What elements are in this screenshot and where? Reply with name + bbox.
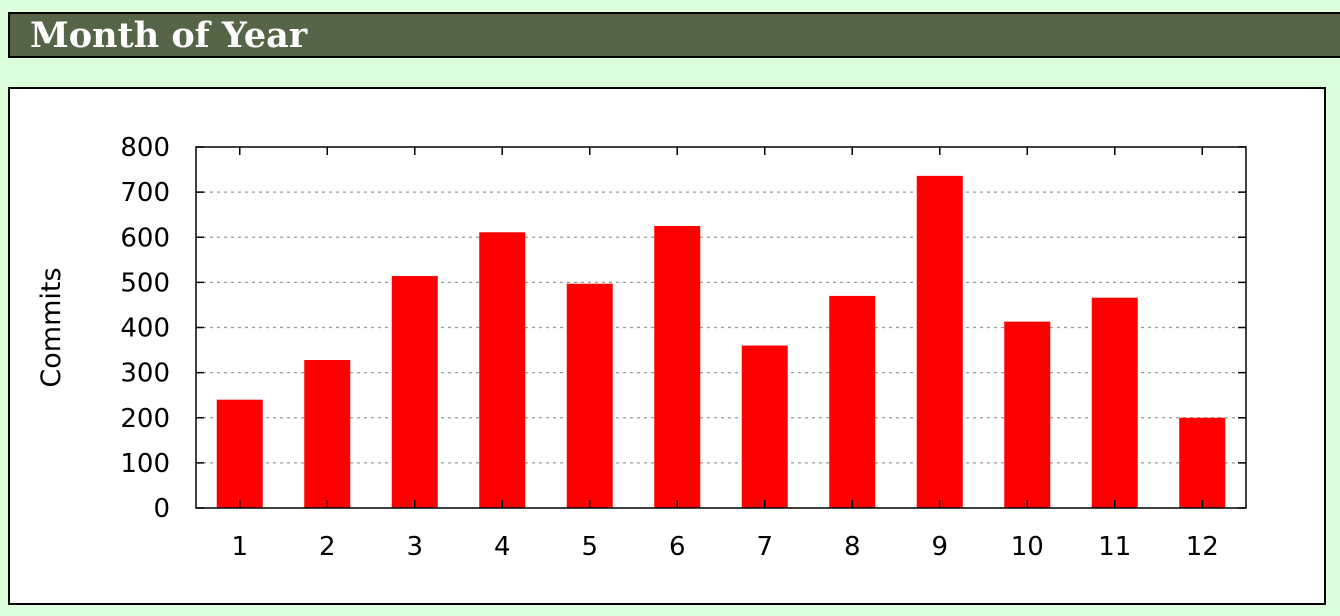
x-tick-label: 6 (669, 532, 686, 562)
bar-month-6 (654, 225, 701, 508)
bar-month-12 (1179, 417, 1226, 508)
y-tick-label: 100 (120, 449, 170, 479)
bar-month-4 (479, 232, 526, 508)
grid-layer (196, 191, 1246, 464)
y-tick-label: 800 (120, 133, 170, 163)
x-tick-label: 1 (231, 532, 248, 562)
y-tick-label: 200 (120, 404, 170, 434)
x-tick-label: 5 (581, 532, 598, 562)
x-tick-label: 10 (1011, 532, 1044, 562)
x-tick-label: 4 (494, 532, 511, 562)
bar-month-7 (741, 345, 788, 508)
section-header: Month of Year (8, 12, 1340, 58)
chart-frame: 0 100 200 300 400 500 600 700 800 1 2 3 4 5 6 7 8 9 10 11 12… (8, 87, 1326, 605)
y-tick-label: 500 (120, 268, 170, 298)
bar-month-3 (391, 276, 438, 508)
bars-layer (216, 175, 1226, 508)
bar-month-5 (566, 283, 613, 508)
x-tick-label: 3 (406, 532, 423, 562)
x-tick-label: 8 (844, 532, 861, 562)
bar-month-9 (916, 175, 963, 508)
x-tick-label: 9 (931, 532, 948, 562)
bar-month-2 (304, 359, 351, 508)
bar-month-8 (829, 295, 876, 508)
y-tick-label: 300 (120, 359, 170, 389)
bar-month-11 (1091, 297, 1138, 508)
bar-month-10 (1004, 321, 1051, 508)
y-tick-label: 400 (120, 314, 170, 344)
ticks-layer (196, 146, 1246, 509)
y-tick-label: 600 (120, 223, 170, 253)
y-tick-label: 0 (153, 494, 170, 524)
y-axis-label: Commits (36, 267, 67, 387)
x-tick-label: 12 (1186, 532, 1219, 562)
section-title: Month of Year (30, 15, 308, 56)
bar-month-1 (216, 399, 263, 508)
x-tick-label: 7 (756, 532, 773, 562)
x-tick-label: 2 (319, 532, 336, 562)
y-tick-label: 700 (120, 178, 170, 208)
x-tick-label: 11 (1098, 532, 1131, 562)
